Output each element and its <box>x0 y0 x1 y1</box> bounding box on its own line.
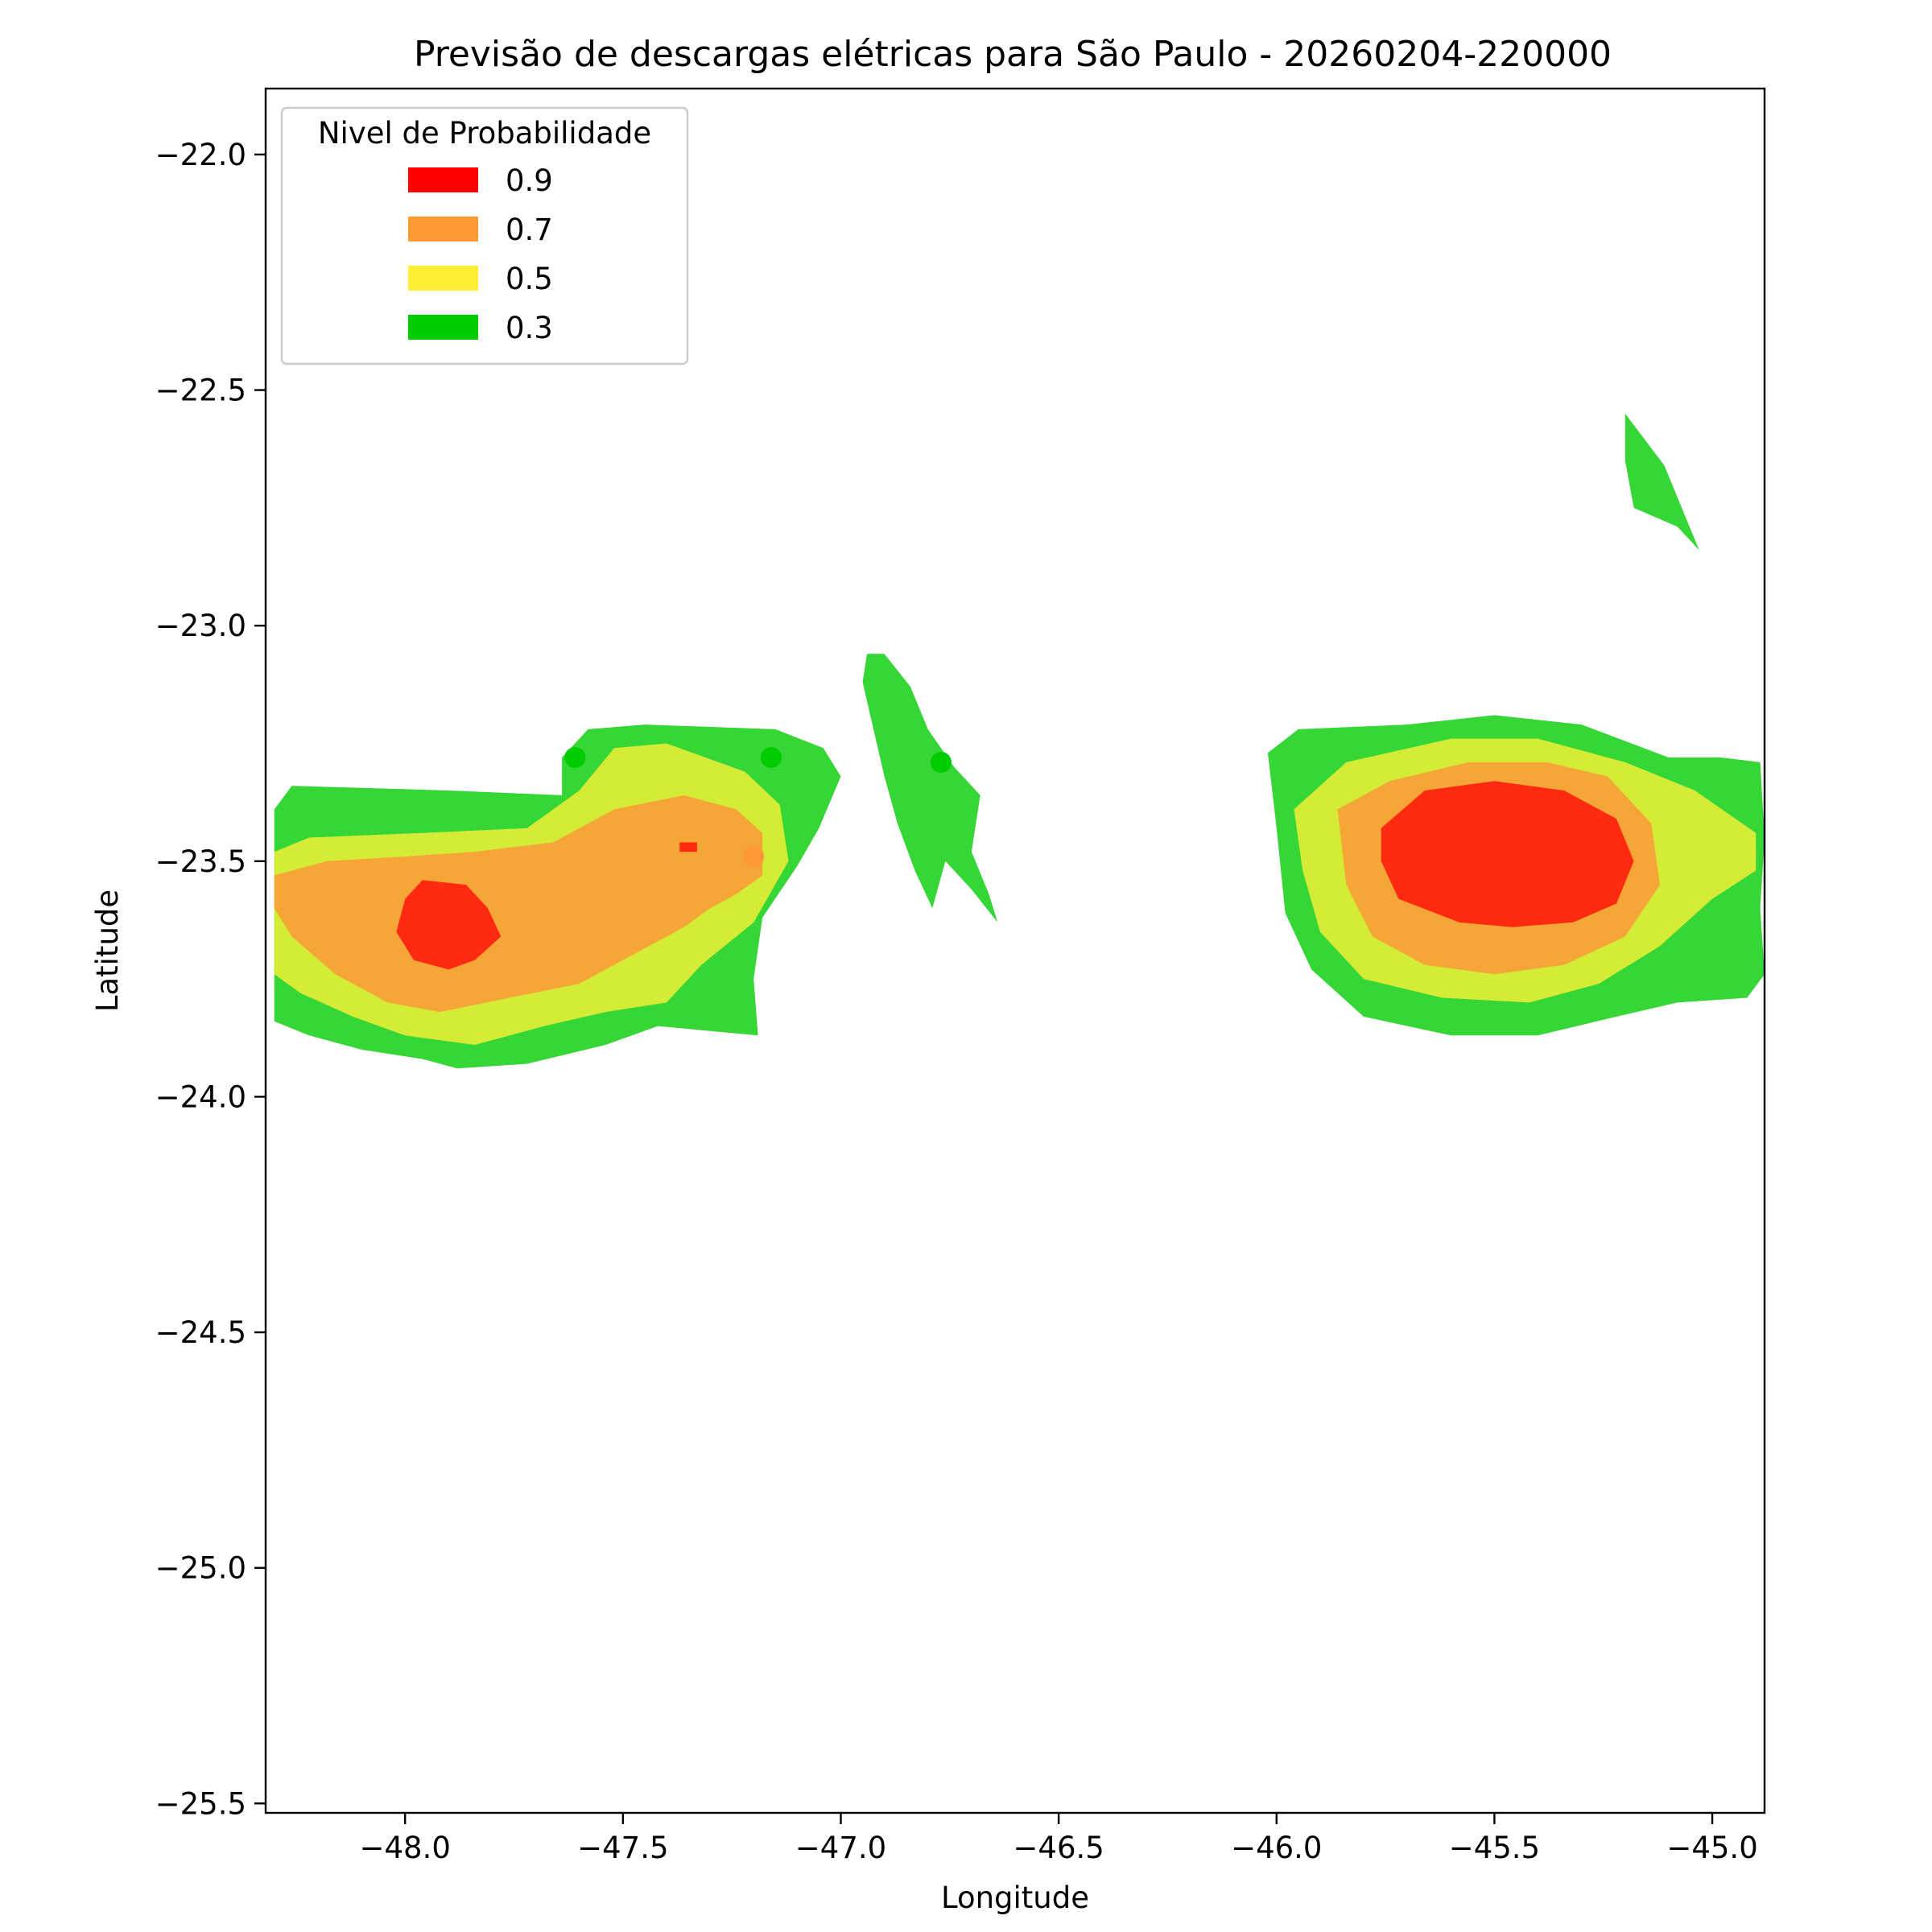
marker-point <box>931 751 952 773</box>
y-axis-label: Latitude <box>90 890 125 1012</box>
y-tick-label: −25.5 <box>155 1786 246 1821</box>
marker-point <box>564 747 586 768</box>
x-tick-label: −45.5 <box>1449 1831 1540 1865</box>
x-tick-label: −46.5 <box>1013 1831 1104 1865</box>
contour-regions <box>274 413 1765 1069</box>
legend-swatch <box>408 217 478 242</box>
west-cell-level-09-region <box>396 880 502 970</box>
legend-box <box>280 106 689 365</box>
x-tick-label: −45.0 <box>1666 1831 1757 1865</box>
west-cell-level-09-region <box>679 842 697 852</box>
y-tick-label: −23.0 <box>155 609 246 643</box>
y-axis-ticks: −22.0 −22.5 −23.0 −23.5 −24.0 −24.5 −25.0 −25.5 <box>155 138 266 1821</box>
y-tick-label: −23.5 <box>155 844 246 879</box>
plot-frame <box>264 87 1766 1814</box>
y-tick-label: −24.0 <box>155 1080 246 1114</box>
x-tick-label: −48.0 <box>360 1831 451 1865</box>
point-markers <box>564 747 952 867</box>
x-tick-label: −47.5 <box>577 1831 668 1865</box>
legend-label: 0.3 <box>506 311 553 345</box>
y-tick-label: −22.5 <box>155 374 246 408</box>
x-tick-label: −46.0 <box>1231 1831 1322 1865</box>
legend: Nivel de Probabilidade 0.9 0.7 0.5 0.3 <box>280 106 689 365</box>
x-axis-ticks: −48.0 −47.5 −47.0 −46.5 −46.0 −45.5 −45.0 <box>360 1813 1758 1865</box>
y-tick-label: −24.5 <box>155 1315 246 1350</box>
legend-swatch <box>408 315 478 340</box>
legend-label: 0.9 <box>506 163 553 198</box>
east-cell-level-09-region <box>1381 781 1634 927</box>
marker-point <box>760 747 782 768</box>
legend-entries: 0.9 0.7 0.5 0.3 <box>408 163 553 345</box>
y-tick-label: −25.0 <box>155 1551 246 1586</box>
x-axis-label: Longitude <box>941 1880 1089 1915</box>
chart-title: Previsão de descargas elétricas para São… <box>414 34 1612 75</box>
legend-label: 0.7 <box>506 213 553 247</box>
legend-label: 0.5 <box>506 262 553 296</box>
legend-swatch <box>408 167 478 192</box>
central-strip-level-03-region <box>862 654 998 923</box>
west-cell-level-07-region <box>274 795 763 1013</box>
x-tick-label: −47.0 <box>795 1831 886 1865</box>
legend-swatch <box>408 266 478 291</box>
northeast-streak-level-03-region <box>1624 413 1699 551</box>
y-tick-label: −22.0 <box>155 138 246 172</box>
marker-point <box>743 846 765 867</box>
legend-title: Nivel de Probabilidade <box>318 116 651 151</box>
